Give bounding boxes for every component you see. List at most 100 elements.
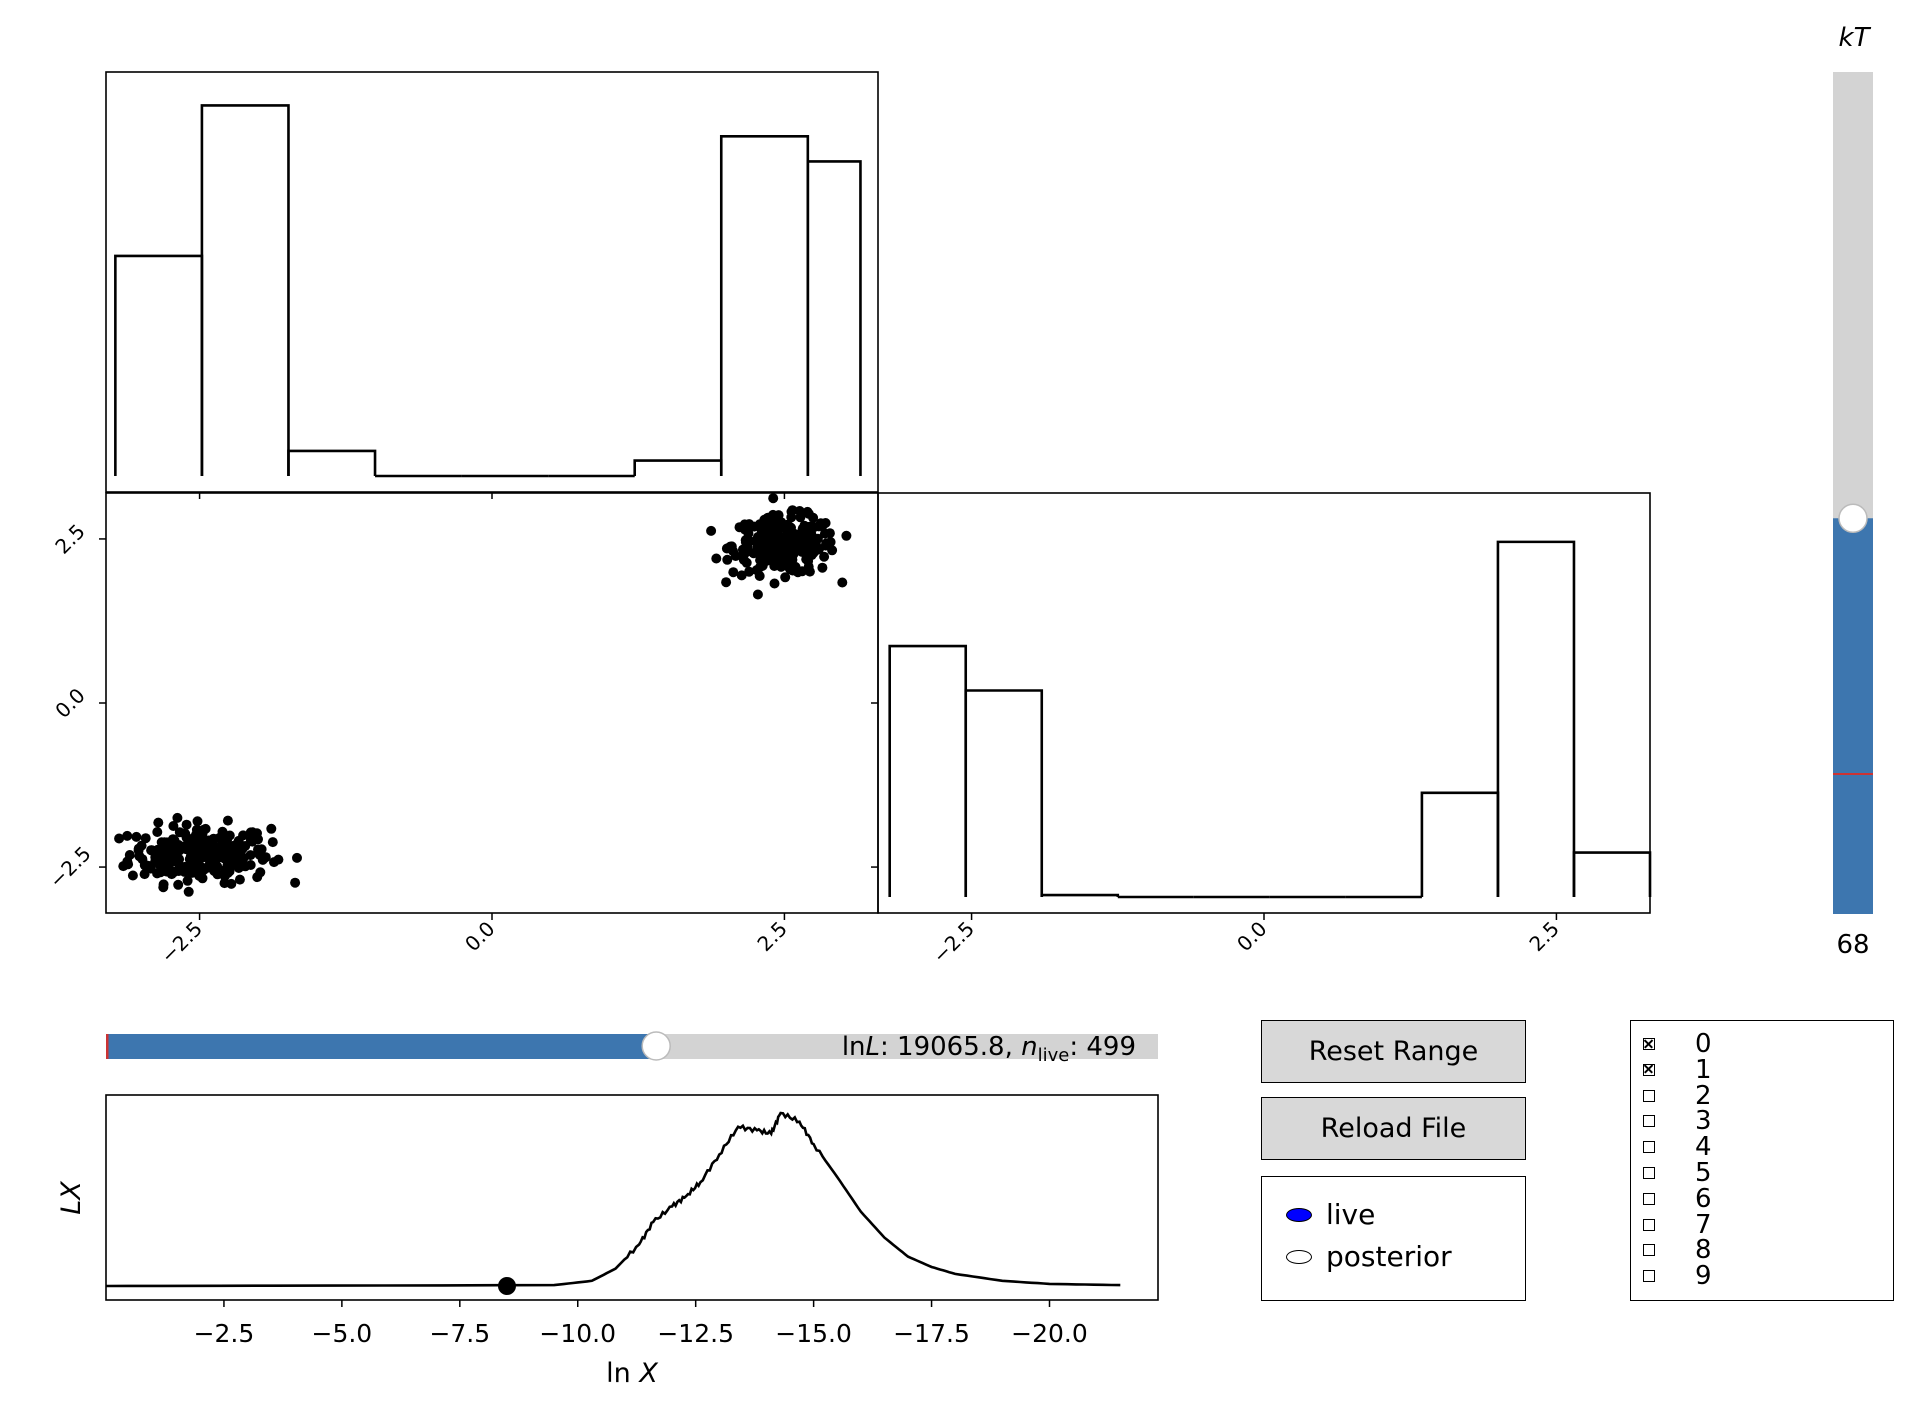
scatter-point — [212, 861, 223, 872]
checkbox-box[interactable] — [1643, 1244, 1655, 1257]
lx-xticks: −2.5 −5.0 −7.5 −10.0 −12.5 −15.0 −17.5 −20.0 — [194, 1300, 1088, 1348]
kt-slider-handle[interactable] — [1838, 503, 1868, 534]
scatter-point — [226, 878, 237, 889]
reload-file-button[interactable]: Reload File — [1261, 1097, 1526, 1160]
scatter-point — [780, 572, 791, 583]
checkbox-label: 2 — [1695, 1080, 1712, 1111]
scatter-point — [155, 867, 166, 878]
scatter-point — [804, 566, 815, 577]
histogram-bar — [287, 449, 377, 476]
scatter-point — [253, 834, 263, 845]
scatter-point — [292, 852, 302, 863]
checkbox-box[interactable] — [1643, 1038, 1655, 1050]
iteration-slider-handle[interactable] — [641, 1031, 671, 1061]
histogram-bar — [1572, 851, 1652, 897]
x-tick-label: −5.0 — [312, 1319, 373, 1348]
checkbox-item-1[interactable]: 1 — [1643, 1054, 1712, 1085]
scatter-point — [812, 533, 823, 544]
scatter-point — [808, 512, 819, 523]
checkbox-label: 8 — [1695, 1235, 1712, 1266]
scatter-point — [788, 549, 799, 560]
radio-option-live[interactable]: live — [1286, 1198, 1375, 1231]
scatter-point — [804, 529, 815, 540]
scatter-point — [722, 554, 733, 565]
checkbox-box[interactable] — [1643, 1218, 1655, 1231]
marginal-x1-panel: −2.5 0.0 2.5 — [871, 492, 1652, 968]
scatter-point — [168, 821, 179, 831]
reset-range-button[interactable]: Reset Range — [1261, 1020, 1526, 1083]
histogram-bar — [1040, 893, 1120, 897]
scatter-point — [794, 506, 805, 516]
marginal-x0-frame — [105, 71, 879, 493]
checkbox-box[interactable] — [1643, 1270, 1655, 1283]
radio-option-posterior[interactable]: posterior — [1286, 1240, 1452, 1273]
scatter-point — [812, 544, 823, 555]
scatter-point — [233, 852, 244, 863]
checkbox-item-9[interactable]: 9 — [1643, 1261, 1712, 1291]
scatter-point — [711, 553, 722, 564]
scatter-point — [768, 493, 779, 504]
scatter-point — [772, 547, 783, 558]
marginal-x0-histogram — [114, 104, 862, 478]
checkbox-item-6[interactable]: 6 — [1643, 1184, 1712, 1214]
scatter-point — [187, 845, 198, 856]
radio-posterior-indicator[interactable] — [1286, 1249, 1312, 1264]
scatter-point — [775, 558, 786, 569]
scatter-point — [813, 521, 824, 532]
checkbox-label: 1 — [1695, 1054, 1712, 1085]
lx-curve-panel[interactable]: −2.5 −5.0 −7.5 −10.0 −12.5 −15.0 −17.5 −20.0 ln… — [56, 1094, 1159, 1389]
checkbox-item-5[interactable]: 5 — [1643, 1158, 1712, 1188]
lx-current-marker[interactable] — [497, 1277, 516, 1295]
scatter-point — [214, 832, 225, 843]
checkbox-item-7[interactable]: 7 — [1643, 1210, 1712, 1240]
scatter-point — [187, 836, 198, 847]
checkbox-box[interactable] — [1643, 1063, 1655, 1076]
scatter-point — [210, 847, 221, 858]
lx-curve-line — [105, 1111, 1121, 1288]
checkbox-box[interactable] — [1643, 1192, 1655, 1205]
histogram-bar — [114, 254, 204, 476]
scatter-point — [799, 520, 810, 531]
scatter-point — [173, 879, 184, 890]
radio-live-indicator[interactable] — [1286, 1207, 1312, 1222]
histogram-bar — [806, 160, 862, 476]
x-tick-label: −17.5 — [893, 1319, 970, 1348]
checkbox-box[interactable] — [1643, 1141, 1655, 1154]
marginal-x1-xticks: −2.5 0.0 2.5 — [871, 702, 1564, 968]
scatter-point — [182, 875, 193, 886]
scatter-point — [761, 538, 772, 549]
kt-slider[interactable]: kT 68 — [1833, 23, 1873, 960]
checkbox-box[interactable] — [1643, 1115, 1655, 1128]
checkbox-box[interactable] — [1643, 1089, 1655, 1102]
checkbox-label: 0 — [1695, 1029, 1712, 1059]
checkbox-item-8[interactable]: 8 — [1643, 1235, 1712, 1266]
scatter-point — [253, 844, 263, 855]
scatter-point — [122, 830, 133, 841]
scatter-point — [827, 545, 838, 556]
checkbox-item-0[interactable]: 0 — [1643, 1029, 1712, 1059]
histogram-bar — [719, 135, 810, 476]
scatter-point — [761, 555, 772, 566]
checkbox-label: 3 — [1695, 1106, 1712, 1137]
scatter-point — [745, 536, 755, 547]
checkbox-item-3[interactable]: 3 — [1643, 1106, 1712, 1137]
x-tick-label: −2.5 — [194, 1319, 255, 1348]
scatter-point — [144, 861, 155, 871]
scatter-point — [124, 850, 135, 860]
scatter-point — [127, 870, 138, 881]
scatter-x0-x1-panel[interactable]: −2.5 0.0 2.5 −2.5 0.0 2.5 — [44, 492, 879, 968]
lx-xlabel: ln X — [606, 1358, 658, 1389]
scatter-point — [721, 543, 732, 554]
iteration-slider-readout: lnL: 19065.8, nlive: 499 — [842, 1032, 1136, 1066]
checkbox-item-2[interactable]: 2 — [1643, 1080, 1712, 1111]
iteration-slider[interactable]: lnL: 19065.8, nlive: 499 — [106, 1031, 1158, 1066]
x-tick-label: −20.0 — [1011, 1319, 1088, 1348]
scatter-point — [706, 525, 717, 536]
histogram-bar — [1496, 540, 1576, 897]
checkbox-box[interactable] — [1643, 1167, 1655, 1179]
scatter-point — [266, 823, 277, 834]
checkbox-item-4[interactable]: 4 — [1643, 1132, 1712, 1162]
scatter-point — [153, 817, 164, 828]
scatter-point — [234, 874, 245, 885]
scatter-point — [770, 529, 781, 540]
